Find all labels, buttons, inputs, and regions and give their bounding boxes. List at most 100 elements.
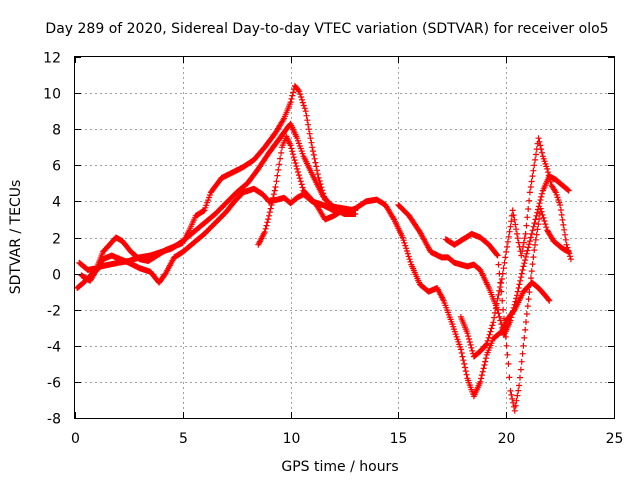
data-point-marker [289, 148, 296, 155]
data-point-marker [526, 241, 533, 248]
data-point-marker [566, 250, 573, 257]
data-point-marker [560, 221, 567, 228]
data-point-marker [520, 239, 527, 246]
data-point-marker [407, 258, 414, 265]
data-point-marker [495, 291, 502, 298]
data-point-marker [511, 301, 518, 308]
data-point-marker [400, 237, 407, 244]
x-tick-label: 25 [606, 431, 624, 447]
data-point-marker [406, 256, 413, 263]
data-point-marker [525, 244, 532, 251]
data-point-marker [496, 287, 503, 294]
data-point-marker [512, 402, 519, 409]
data-point-marker [405, 253, 412, 260]
data-point-marker [296, 88, 303, 95]
data-point-marker [491, 314, 498, 321]
data-point-marker [545, 169, 551, 176]
data-point-marker [308, 139, 315, 146]
data-point-marker [510, 399, 517, 406]
x-tick-label: 20 [498, 431, 516, 447]
data-point-marker [483, 341, 489, 348]
data-point-marker [532, 241, 538, 248]
data-point-marker [401, 239, 408, 246]
data-point-marker [289, 92, 296, 99]
data-point-marker [526, 289, 533, 296]
data-point-marker [497, 284, 504, 290]
data-point-marker [529, 227, 536, 234]
data-point-marker [489, 322, 496, 329]
data-point-marker [519, 267, 526, 273]
data-point-marker [498, 276, 505, 282]
data-point-marker [288, 95, 295, 102]
data-point-marker [545, 296, 552, 303]
data-point-marker [486, 331, 493, 338]
data-point-marker [497, 317, 504, 324]
data-point-marker [493, 251, 500, 258]
data-point-marker [511, 407, 518, 414]
data-point-marker [503, 248, 510, 255]
data-point-marker [513, 295, 520, 302]
data-point-marker [404, 250, 411, 257]
data-point-marker [515, 285, 522, 291]
data-point-marker [522, 326, 529, 333]
data-point-marker [526, 189, 533, 196]
data-point-marker [496, 313, 503, 320]
data-point-marker [310, 151, 317, 158]
data-point-marker [522, 257, 529, 264]
data-point-marker [558, 211, 565, 218]
plot-frame [74, 56, 615, 419]
data-point-marker [318, 184, 325, 191]
data-point-marker [463, 371, 470, 378]
data-point-marker [509, 207, 516, 214]
data-point-marker [504, 238, 511, 245]
data-point-marker [500, 265, 507, 272]
data-point-marker [458, 350, 465, 356]
data-point-marker [539, 149, 545, 156]
data-point-marker [524, 214, 531, 221]
data-point-marker [545, 172, 552, 179]
data-point-marker [510, 304, 517, 311]
data-point-marker [501, 324, 508, 331]
data-point-marker [535, 206, 541, 213]
x-tick-label: 10 [283, 431, 301, 447]
data-point-marker [514, 235, 521, 242]
data-point-marker [567, 253, 573, 260]
data-point-marker [529, 173, 536, 180]
tick-labels: 0 5 10 15 20 25 -8 -6 -4 -2 0 2 4 6 8 10 12 [43, 51, 623, 448]
data-point-marker [294, 165, 301, 172]
data-point-marker [399, 234, 406, 241]
data-point-marker [521, 260, 528, 267]
data-point-marker [532, 236, 539, 243]
data-point-marker [528, 230, 535, 237]
data-point-marker [505, 360, 512, 367]
data-point-marker [502, 254, 509, 261]
y-tick-label: -6 [47, 376, 61, 392]
data-point-marker [490, 319, 497, 326]
data-point-marker [516, 382, 523, 389]
data-point-marker [483, 355, 489, 362]
data-point-marker [533, 151, 539, 158]
data-point-marker [537, 197, 544, 203]
data-point-marker [484, 337, 491, 344]
data-point-marker [564, 186, 571, 193]
data-point-marker [507, 387, 514, 394]
data-point-marker [459, 353, 466, 360]
data-point-marker [523, 222, 530, 229]
data-point-marker [403, 245, 410, 252]
data-point-marker [512, 298, 519, 305]
data-point-marker [314, 171, 321, 178]
data-point-marker [266, 212, 272, 219]
data-point-marker [509, 308, 516, 315]
data-point-marker [565, 247, 572, 254]
data-point-marker [511, 216, 518, 223]
data-point-marker [311, 155, 318, 162]
data-point-marker [274, 172, 281, 179]
data-point-marker [537, 205, 544, 212]
data-point-marker [528, 275, 534, 282]
data-point-marker [561, 226, 568, 233]
axis-ticks [75, 57, 615, 419]
y-tick-label: 10 [43, 87, 61, 103]
data-point-marker [523, 250, 530, 257]
x-tick-label: 15 [390, 431, 408, 447]
